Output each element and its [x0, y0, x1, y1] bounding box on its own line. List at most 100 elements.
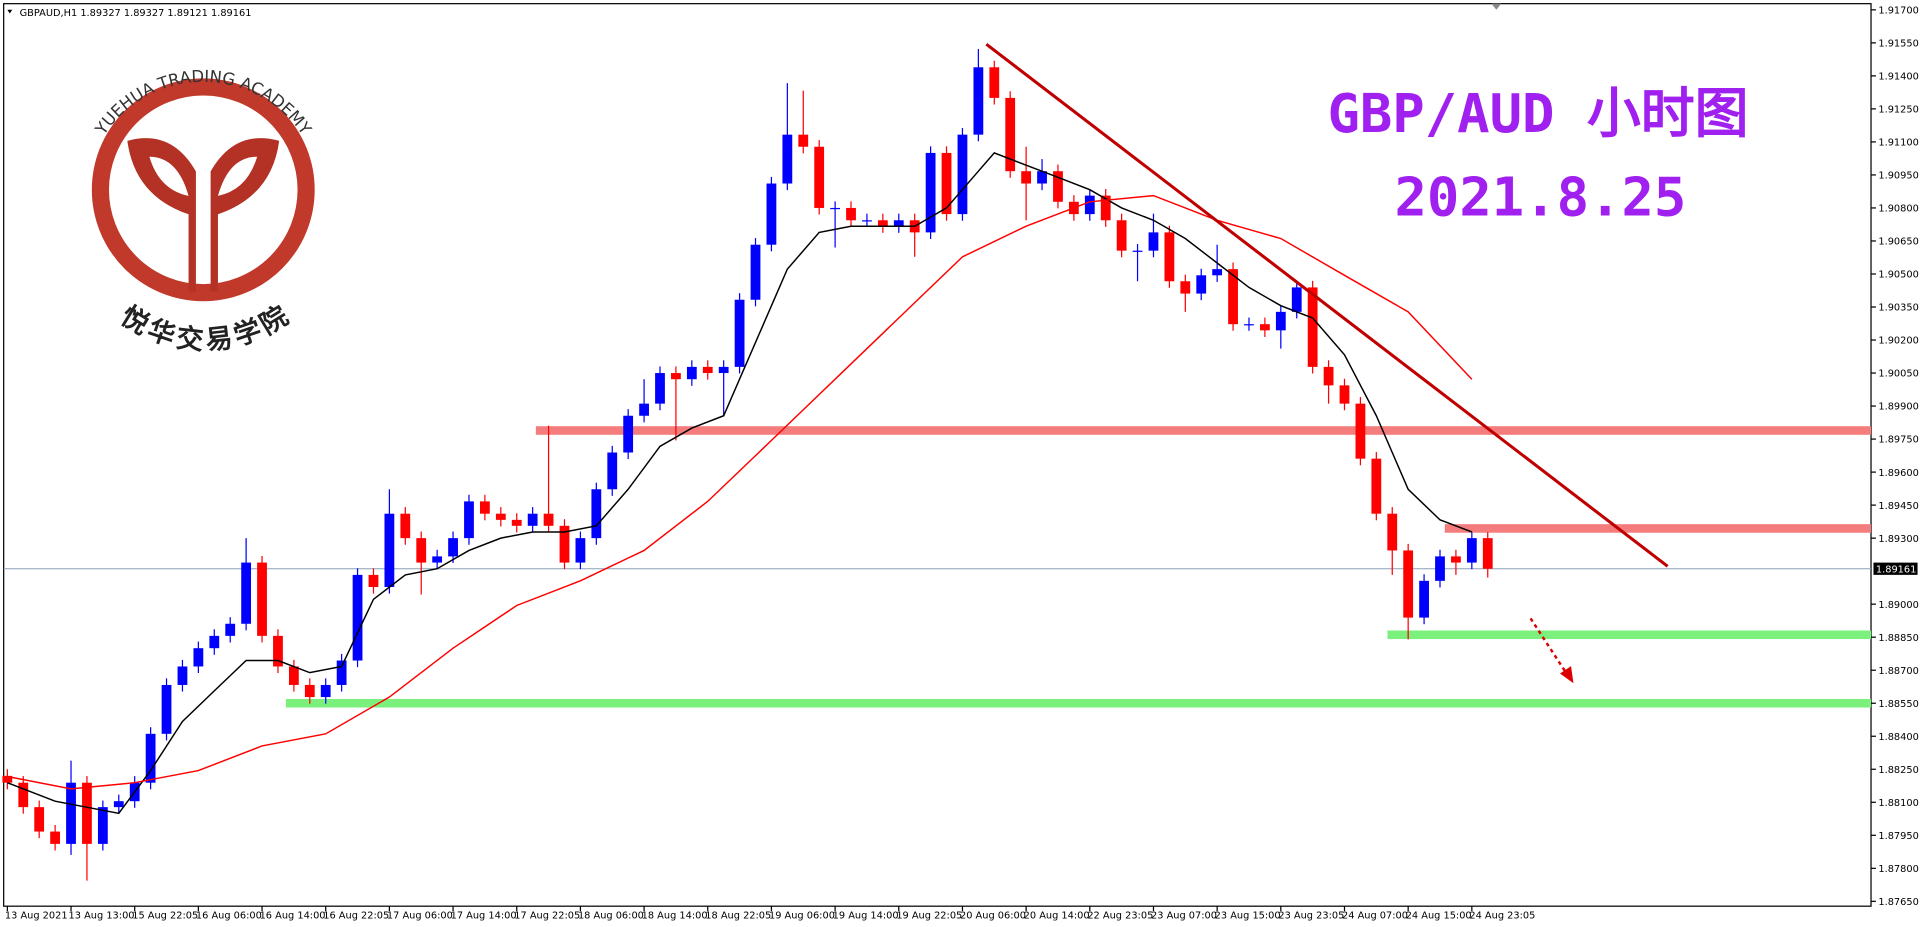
price-level: [1387, 630, 1872, 640]
candle-body: [623, 415, 634, 453]
candle-body: [161, 684, 172, 734]
y-tick-label: 1.89000: [1878, 600, 1918, 611]
x-tick-label: 18 Aug 22:05: [705, 910, 771, 921]
y-tick-label: 1.87800: [1878, 864, 1918, 875]
x-tick-label: 16 Aug 06:00: [196, 910, 262, 921]
x-tick-label: 20 Aug 14:00: [1024, 910, 1090, 921]
candle-body: [1196, 275, 1207, 294]
candle-body: [288, 666, 299, 685]
chart-subtitle: 2021.8.25: [1394, 166, 1686, 229]
candle-body: [1148, 232, 1159, 251]
candle-body: [225, 623, 236, 636]
x-tick-label: 17 Aug 14:00: [451, 910, 517, 921]
candle-body: [862, 220, 872, 222]
y-tick-label: 1.91550: [1878, 39, 1918, 50]
header-arrow: [7, 9, 13, 14]
x-tick-label: 20 Aug 06:00: [960, 910, 1026, 921]
chart-header: GBPAUD,H1 1.89327 1.89327 1.89121 1.8916…: [20, 8, 252, 19]
candle-body: [368, 574, 379, 588]
candle-body: [34, 807, 45, 832]
candle-body: [1275, 311, 1286, 331]
candle-body: [1323, 366, 1334, 386]
candle-body: [686, 366, 697, 380]
candle-body: [1005, 97, 1016, 172]
candle-body: [1466, 538, 1477, 563]
candle-body: [400, 513, 411, 539]
x-tick-label: 24 Aug 15:00: [1406, 910, 1472, 921]
candle-body: [1100, 195, 1111, 221]
candle-body: [559, 525, 570, 563]
candle-body: [814, 146, 825, 208]
candle-body: [607, 452, 618, 490]
y-tick-label: 1.89600: [1878, 468, 1918, 479]
x-tick-label: 17 Aug 06:00: [387, 910, 453, 921]
moving-average: [7, 152, 1473, 815]
candle-body: [1212, 269, 1223, 276]
y-tick-label: 1.89750: [1878, 435, 1918, 446]
candle-body: [1435, 556, 1445, 581]
candle-body: [1339, 385, 1350, 404]
x-tick-label: 13 Aug 2021: [5, 910, 68, 921]
y-tick-label: 1.91100: [1878, 138, 1918, 149]
candle-body: [352, 574, 363, 661]
x-tick-label: 24 Aug 07:00: [1342, 910, 1408, 921]
candle-body: [877, 220, 888, 227]
candle-body: [591, 489, 602, 539]
candle-body: [1180, 281, 1191, 294]
candle-body: [1084, 195, 1095, 215]
candle-body: [1244, 324, 1254, 326]
candle-body: [1021, 171, 1032, 184]
candle-body: [97, 807, 108, 844]
candle-body: [495, 513, 506, 520]
candle-body: [257, 562, 267, 636]
x-tick-label: 24 Aug 23:05: [1469, 910, 1535, 921]
x-tick-label: 18 Aug 06:00: [578, 910, 644, 921]
y-tick-label: 1.90800: [1878, 204, 1918, 215]
candle-body: [750, 244, 761, 300]
x-tick-label: 16 Aug 22:05: [323, 910, 389, 921]
candle-body: [1053, 171, 1063, 202]
logo-mark-cut: [149, 156, 258, 196]
candle-body: [527, 513, 538, 526]
candle-body: [480, 501, 490, 514]
candle-body: [734, 299, 745, 367]
last-price-box: [1873, 562, 1918, 575]
chart-title: GBP/AUD 小时图: [1327, 82, 1748, 145]
candle-body: [18, 782, 29, 808]
candle-body: [1387, 513, 1398, 551]
candle-body: [1403, 550, 1414, 618]
y-tick-label: 1.88400: [1878, 732, 1918, 743]
y-tick-label: 1.87650: [1878, 897, 1918, 908]
x-tick-label: 18 Aug 14:00: [642, 910, 708, 921]
candle-body: [639, 403, 649, 416]
last-price-label: 1.89161: [1876, 564, 1916, 575]
x-tick-label: 23 Aug 23:05: [1278, 910, 1344, 921]
candle-body: [511, 519, 522, 526]
candle-body: [1116, 220, 1127, 251]
trendline: [985, 42, 1669, 568]
moving-average: [7, 194, 1473, 790]
candle-body: [1037, 171, 1047, 184]
candle-body: [957, 134, 968, 215]
candle-body: [304, 684, 315, 698]
candle-body: [925, 152, 936, 233]
y-tick-label: 1.90350: [1878, 303, 1918, 314]
candle-body: [1307, 287, 1318, 367]
x-tick-label: 23 Aug 07:00: [1151, 910, 1217, 921]
candle-body: [798, 134, 809, 147]
candle-body: [989, 67, 1000, 98]
x-tick-label: 19 Aug 14:00: [833, 910, 899, 921]
candle-body: [655, 373, 665, 404]
forecast-arrowhead: [1560, 666, 1574, 684]
plot-frame: [3, 3, 1872, 907]
y-tick-label: 1.88100: [1878, 798, 1918, 809]
candle-body: [702, 366, 713, 374]
candle-body: [82, 782, 92, 844]
candle-body: [416, 538, 427, 563]
y-tick-label: 1.91700: [1878, 6, 1918, 17]
candle-body: [448, 538, 458, 557]
scroll-marker: [1491, 3, 1502, 10]
candle-body: [432, 556, 443, 563]
y-tick-label: 1.90050: [1878, 369, 1918, 380]
